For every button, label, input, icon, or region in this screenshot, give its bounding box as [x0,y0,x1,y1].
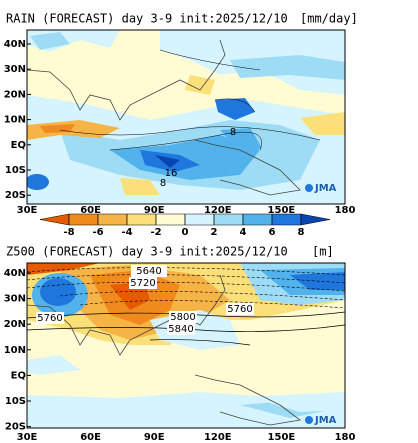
lon-label: 180 [335,205,356,216]
logo-icon [305,184,313,192]
colorbar-segment [271,213,302,226]
lon-label: 90E [144,432,165,443]
rain-map [27,30,345,204]
contour-label: 5640 [136,266,161,277]
logo-icon [305,416,313,424]
panel-title: Z500 (FORECAST) day 3-9 init:2025/12/10 [6,245,288,259]
lat-label: 20N [4,89,26,100]
lon-label: 180 [335,432,356,443]
z500-map [27,263,345,428]
colorbar-label: 8 [298,227,305,238]
contour-label: 5720 [130,278,155,289]
contour-label: 8 [160,178,166,189]
logo: JMA [314,415,337,426]
contour-label: 5760 [37,313,62,324]
lat-label: 40N [4,39,26,50]
colorbar-segment [155,213,186,226]
lat-label: 10S [5,396,26,407]
contour-label: 16 [165,168,178,179]
colorbar-segment [184,213,215,226]
contour-label: 5800 [170,312,195,323]
contour-label-bg [169,311,197,323]
lon-label: 120E [204,432,232,443]
colorbar-label: -8 [63,227,74,238]
colorbar-segment [97,213,128,226]
lat-label: 10N [4,345,26,356]
colorbar-label: -6 [92,227,103,238]
colorbar-label: 4 [240,227,247,238]
logo: JMA [314,183,337,194]
map-frame [26,29,346,205]
contour-label: 5840 [168,324,193,335]
lon-label: 150E [268,432,296,443]
map-frame [26,262,346,429]
panel-title: RAIN (FORECAST) day 3-9 init:2025/12/10 [6,12,288,26]
colorbar-segment [39,213,70,226]
lat-label: 30N [4,64,26,75]
contour-label-bg [36,312,64,324]
colorbar-segment [213,213,244,226]
panel-unit: [mm/day] [300,12,358,26]
contour-label: 5760 [227,304,252,315]
lat-label: 40N [4,268,26,279]
colorbar-label: 2 [211,227,218,238]
colorbar-label: 6 [269,227,276,238]
colorbar-label: -4 [121,227,132,238]
lat-label: EQ [11,140,26,151]
colorbar-segment [68,213,99,226]
colorbar-segment [300,213,331,226]
contour-label-bg [167,323,195,335]
lat-label: 20N [4,319,26,330]
panel-unit: [m] [312,245,334,259]
colorbar-segment [126,213,157,226]
contour-label: 8 [230,127,236,138]
lat-label: 10S [5,165,26,176]
lon-label: 30E [17,432,38,443]
contour-label-bg [129,277,157,289]
contour-label-bg [131,265,167,277]
lon-label: 30E [17,205,38,216]
lat-label: EQ [11,370,26,381]
lon-label: 150E [268,205,296,216]
lon-label: 90E [144,205,165,216]
colorbar-label: 0 [182,227,189,238]
contour-label-bg [226,303,254,315]
colorbar-label: -2 [150,227,161,238]
lon-label: 60E [80,205,101,216]
lat-label: 20S [5,190,26,201]
lon-label: 120E [204,205,232,216]
lat-label: 20S [5,422,26,433]
colorbar-segment [242,213,273,226]
lat-label: 30N [4,294,26,305]
lon-label: 60E [80,432,101,443]
lat-label: 10N [4,115,26,126]
